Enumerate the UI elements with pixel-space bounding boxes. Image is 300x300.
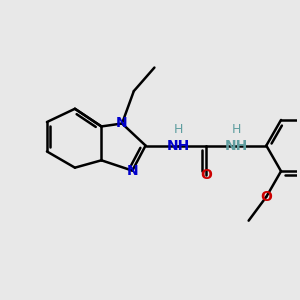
Text: N: N (116, 116, 128, 130)
Text: O: O (260, 190, 272, 204)
Text: N: N (127, 164, 138, 178)
Text: NH: NH (225, 139, 248, 153)
Text: H: H (173, 123, 183, 136)
Text: NH: NH (166, 139, 190, 153)
Text: O: O (200, 168, 212, 182)
Text: H: H (232, 123, 242, 136)
